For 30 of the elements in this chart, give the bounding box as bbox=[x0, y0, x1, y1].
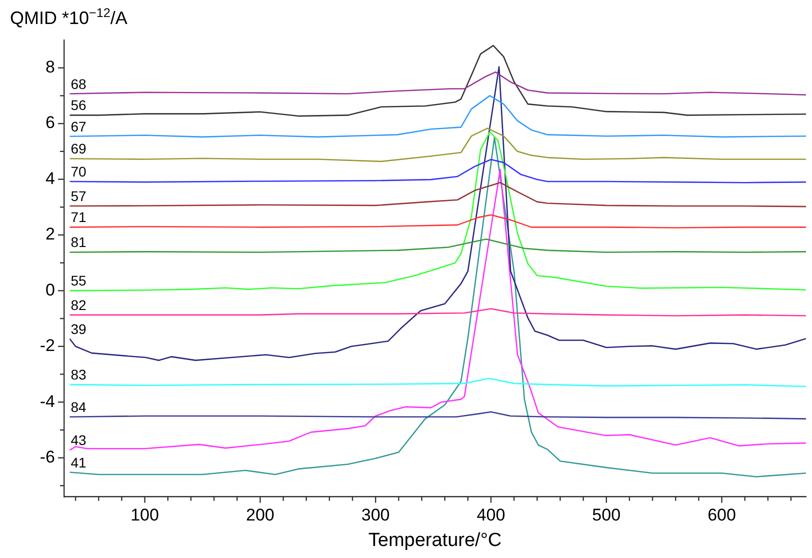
series-label: 57 bbox=[70, 188, 87, 204]
series-label: 82 bbox=[70, 296, 87, 313]
y-tick-label: 8 bbox=[46, 58, 55, 77]
series-label: 43 bbox=[70, 432, 87, 448]
y-tick-label: 6 bbox=[46, 113, 55, 132]
x-axis-title: Temperature/°C bbox=[368, 530, 502, 551]
y-tick-label: 0 bbox=[46, 280, 55, 300]
x-tick-label: 400 bbox=[476, 506, 506, 525]
x-tick-label: 600 bbox=[708, 506, 736, 525]
y-tick-label: 2 bbox=[46, 224, 55, 244]
series-label: 67 bbox=[70, 118, 87, 134]
series-label: 56 bbox=[70, 97, 87, 114]
series-label: 84 bbox=[70, 398, 87, 415]
series-label: 68 bbox=[70, 76, 87, 92]
series-label: 83 bbox=[70, 366, 87, 383]
series-label: 70 bbox=[70, 163, 87, 180]
x-tick-label: 200 bbox=[246, 506, 274, 525]
series-label: 69 bbox=[70, 140, 87, 157]
y-tick-label: 4 bbox=[46, 168, 55, 188]
series-label: 71 bbox=[70, 209, 87, 226]
series-label: 81 bbox=[70, 234, 87, 250]
x-tick-label: 300 bbox=[361, 506, 390, 525]
x-tick-label: 100 bbox=[130, 506, 159, 525]
series-label: 41 bbox=[70, 454, 87, 470]
series-label: 39 bbox=[70, 320, 87, 337]
y-tick-label: -2 bbox=[40, 336, 55, 356]
x-tick-label: 500 bbox=[592, 506, 621, 525]
y-tick-label: -4 bbox=[40, 392, 55, 411]
series-label: 55 bbox=[70, 272, 87, 289]
y-tick-label: -6 bbox=[40, 447, 55, 466]
